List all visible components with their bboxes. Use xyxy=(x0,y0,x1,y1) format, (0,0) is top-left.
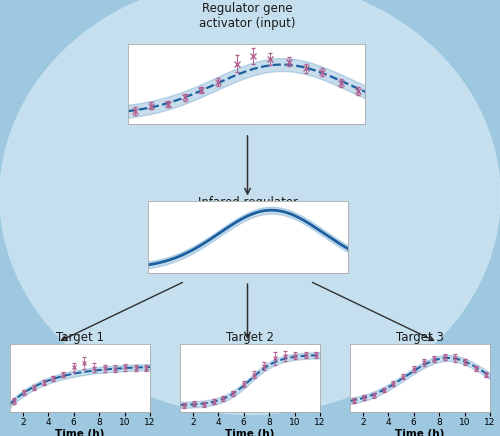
X-axis label: Time (h): Time (h) xyxy=(56,429,104,436)
X-axis label: Time (h): Time (h) xyxy=(226,429,274,436)
X-axis label: Time (h): Time (h) xyxy=(396,429,444,436)
Text: Target 1
activity: Target 1 activity xyxy=(56,331,104,359)
Text: Regulator gene
activator (input): Regulator gene activator (input) xyxy=(199,2,296,30)
Ellipse shape xyxy=(0,0,500,414)
Text: Target 3
activity: Target 3 activity xyxy=(396,331,444,359)
Text: Infared regulator
protein activity: Infared regulator protein activity xyxy=(198,196,298,224)
Text: Target 2
activity: Target 2 activity xyxy=(226,331,274,359)
